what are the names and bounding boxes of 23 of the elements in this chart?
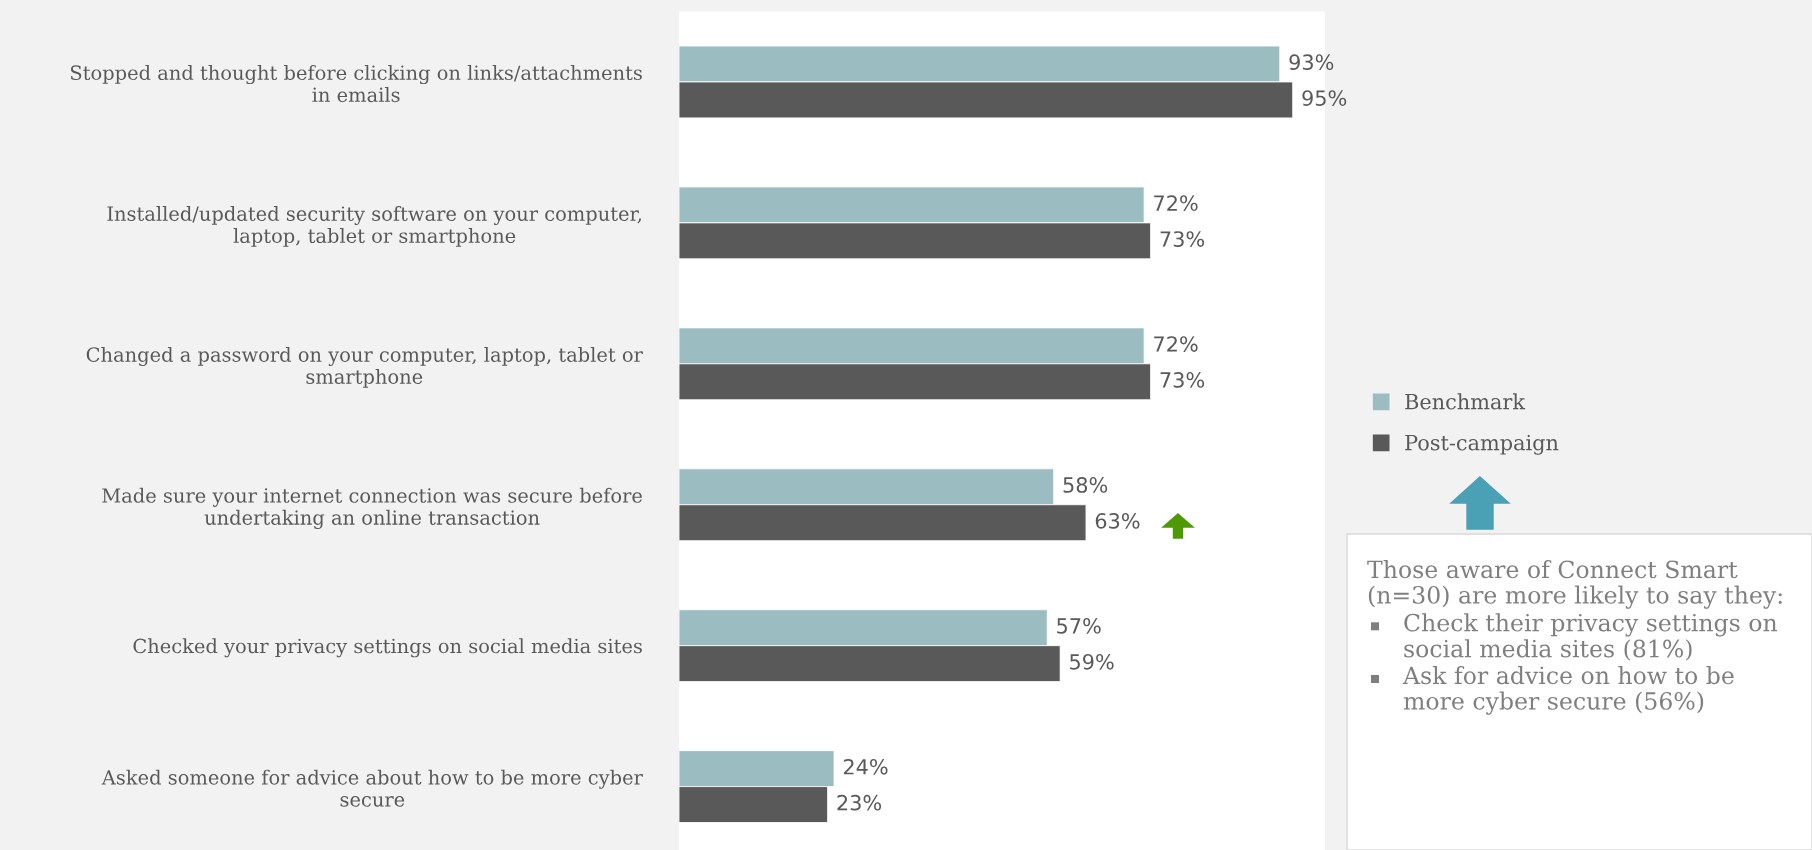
data-label: 95% bbox=[1302, 90, 1347, 106]
y-tick-label: Changed a password on your computer, laptop, tablet or smartphone bbox=[86, 346, 643, 388]
y-tick-label: Made sure your internet connection was secure before undertaking an online transaction bbox=[102, 487, 642, 529]
y-tick-label: Checked your privacy settings on social media sites bbox=[133, 638, 642, 658]
data-label: 93% bbox=[1289, 54, 1334, 71]
data-label: 63% bbox=[1095, 512, 1140, 529]
legend-label: Post-campaign bbox=[1405, 434, 1559, 455]
data-label: 59% bbox=[1070, 653, 1114, 670]
text: Ask for advice on how to be more cyber secure (56%) bbox=[1402, 666, 1734, 715]
y-tick-label: Installed/updated security software on your computer, laptop, tablet or smartphone bbox=[107, 205, 642, 247]
data-label: 24% bbox=[843, 758, 888, 775]
y-tick-label: Asked someone for advice about how to be more cyber secure bbox=[101, 769, 643, 807]
data-label: 58% bbox=[1063, 477, 1108, 493]
y-tick-label: Stopped and thought before clicking on links/attachments in emails bbox=[70, 65, 642, 103]
data-label: 23% bbox=[837, 794, 882, 811]
data-label: 57% bbox=[1057, 617, 1101, 634]
data-label: 73% bbox=[1160, 231, 1205, 247]
data-label: 72% bbox=[1154, 336, 1198, 352]
text: Those aware of Connect Smart (n=30) are more likely to say they: bbox=[1367, 560, 1782, 609]
data-label: 72% bbox=[1154, 195, 1198, 211]
legend-label: Benchmark bbox=[1405, 393, 1526, 410]
text: Check their privacy settings on social media sites (81%) bbox=[1404, 613, 1778, 661]
data-label: 73% bbox=[1160, 372, 1205, 388]
